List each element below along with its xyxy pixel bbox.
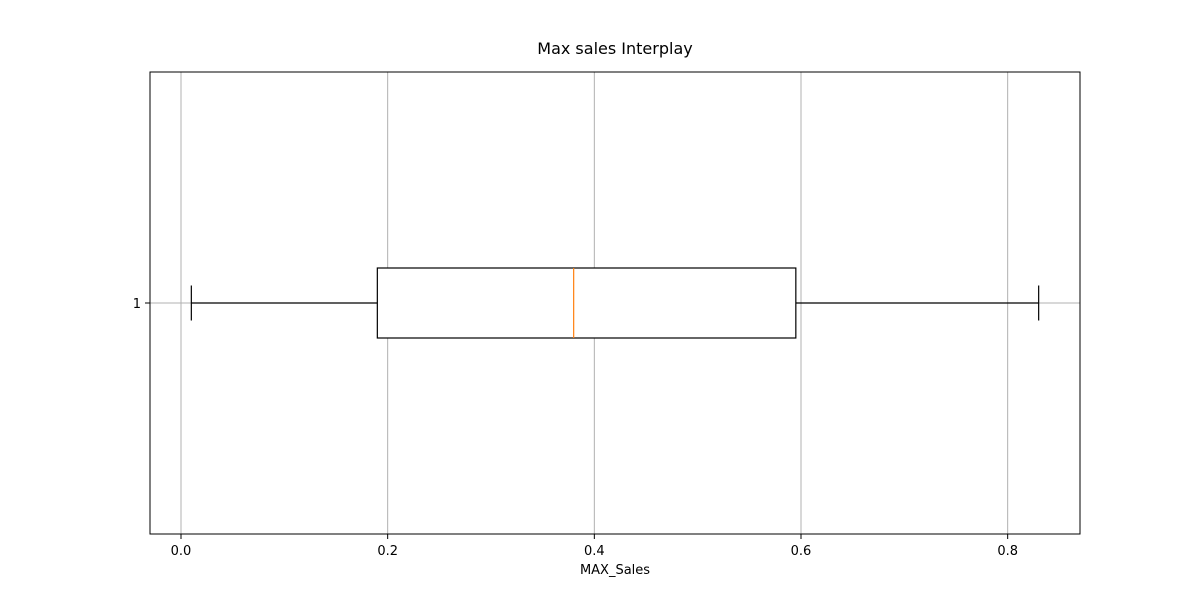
x-tick-label: 0.8 [997,544,1018,559]
x-tick-label: 0.0 [171,544,192,559]
x-tick-label: 0.4 [584,544,605,559]
chart-title: Max sales Interplay [537,39,692,58]
x-tick-label: 0.6 [791,544,812,559]
y-tick-label: 1 [133,297,141,312]
tick-layer: 0.0 0.2 0.4 0.6 0.8 1 [133,297,1018,559]
box-layer [190,267,1040,339]
iqr-box [376,267,797,339]
x-axis-label: MAX_Sales [580,563,650,578]
x-tick-label: 0.2 [377,544,398,559]
